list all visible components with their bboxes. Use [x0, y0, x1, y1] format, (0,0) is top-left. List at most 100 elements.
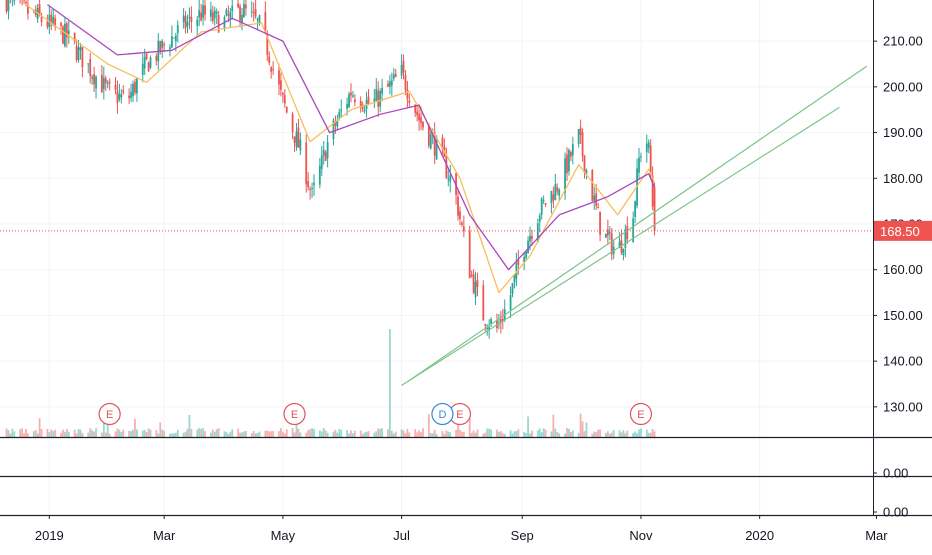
volume-bar: [117, 429, 119, 437]
candle-body: [76, 46, 78, 60]
candle-body: [144, 57, 146, 68]
volume-bar: [41, 429, 43, 437]
candle-body: [105, 78, 107, 82]
candle-body: [142, 64, 144, 75]
volume-bar: [523, 432, 525, 437]
volume-bar: [430, 433, 432, 437]
candle-body: [375, 89, 377, 101]
volume-bar: [35, 430, 37, 437]
volume-bar: [611, 433, 613, 437]
candle-body: [545, 203, 547, 205]
candle-body: [418, 114, 420, 120]
candle-body: [294, 136, 296, 143]
candle-body: [368, 97, 370, 104]
candle-body: [529, 235, 531, 241]
candle-body: [403, 61, 405, 73]
volume-bar: [46, 429, 48, 437]
volume-bar: [623, 430, 625, 437]
volume-bar: [227, 434, 229, 437]
volume-bar: [624, 433, 626, 437]
candle-body: [566, 155, 568, 174]
volume-bar: [582, 421, 584, 437]
candle-body: [597, 207, 599, 208]
candle-body: [41, 17, 43, 22]
candle-body: [556, 187, 558, 191]
earnings-marker[interactable]: E: [99, 404, 120, 425]
candle-body: [296, 131, 298, 147]
volume-bar: [362, 434, 364, 437]
volume-bar: [525, 433, 527, 437]
volume-bar: [449, 432, 451, 437]
candle-body: [525, 252, 527, 258]
volume-bar: [161, 430, 163, 437]
candle-body: [68, 31, 70, 34]
price-tick-label: 210.00: [883, 34, 923, 49]
volume-bar: [490, 430, 492, 437]
volume-bar: [132, 430, 134, 437]
candle-body: [146, 54, 148, 59]
volume-bar: [333, 432, 335, 437]
volume-bar: [128, 431, 130, 437]
candle-body: [216, 12, 218, 14]
candle-body: [311, 188, 313, 189]
candle-body: [408, 101, 410, 103]
volume-bar: [648, 433, 650, 437]
candle-body: [128, 96, 130, 99]
volume-bar: [455, 430, 457, 437]
candle-body: [243, 4, 245, 17]
volume-bar: [305, 433, 307, 437]
volume-bar: [477, 429, 479, 437]
earnings-marker[interactable]: E: [284, 404, 305, 425]
candle-body: [239, 6, 241, 21]
volume-bar: [364, 432, 366, 437]
volume-bar: [500, 431, 502, 437]
volume-bar: [463, 432, 465, 437]
event-marker-label: E: [291, 409, 298, 421]
volume-bar: [572, 430, 574, 437]
volume-bar: [482, 434, 484, 437]
volume-bar: [185, 432, 187, 437]
candle-body: [510, 295, 512, 310]
candle-body: [389, 81, 391, 86]
volume-bar: [340, 430, 342, 437]
candle-body: [313, 183, 315, 186]
volume-bar: [101, 433, 103, 437]
volume-bar: [52, 431, 54, 437]
volume-bar: [87, 433, 89, 437]
candle-body: [8, 0, 10, 11]
volume-bar: [311, 428, 313, 437]
dividend-marker[interactable]: D: [432, 404, 453, 425]
volume-bar: [381, 428, 383, 437]
candle-body: [449, 175, 451, 181]
candle-body: [214, 10, 216, 18]
candle-body: [190, 17, 192, 22]
volume-bar: [486, 428, 488, 437]
candle-body: [609, 232, 611, 233]
volume-bar: [299, 432, 301, 437]
candle-body: [623, 249, 625, 255]
candle-body: [78, 48, 80, 61]
candle-body: [257, 19, 259, 20]
volume-bar: [39, 418, 41, 437]
candle-body: [552, 195, 554, 201]
volume-bar: [210, 433, 212, 437]
volume-bar: [552, 415, 554, 437]
candle-body: [373, 99, 375, 102]
candle-body: [270, 67, 272, 72]
volume-bar: [391, 431, 393, 437]
volume-bar: [115, 431, 117, 437]
candle-body: [272, 69, 274, 70]
volume-bar: [245, 431, 247, 437]
candle-body: [473, 274, 475, 293]
candle-body: [593, 196, 595, 201]
volume-bar: [130, 431, 132, 437]
volume-bar: [445, 430, 447, 437]
candle-body: [169, 47, 171, 49]
volume-bar: [515, 431, 517, 437]
candle-body: [107, 83, 109, 84]
volume-bar: [134, 419, 136, 437]
earnings-marker[interactable]: E: [630, 404, 651, 425]
candle-body: [568, 150, 570, 171]
